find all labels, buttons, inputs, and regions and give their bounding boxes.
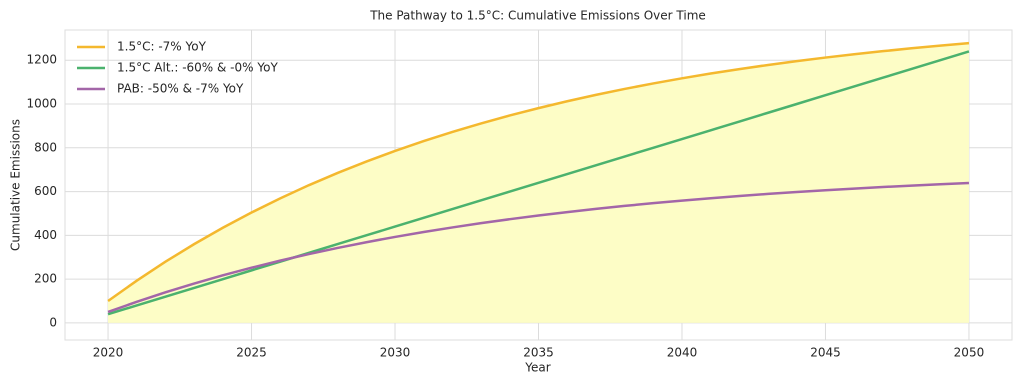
legend-label: PAB: -50% & -7% YoY (117, 82, 244, 96)
y-tick-label: 200 (34, 272, 57, 286)
y-tick-label: 400 (34, 228, 57, 242)
x-tick-label: 2050 (954, 346, 985, 360)
chart-title: The Pathway to 1.5°C: Cumulative Emissio… (369, 9, 706, 23)
series-line (107, 181, 970, 314)
y-tick-label: 1000 (26, 96, 57, 110)
series-line (107, 50, 970, 316)
y-tick-label: 0 (49, 315, 57, 329)
x-tick-label: 2030 (380, 346, 411, 360)
x-tick-label: 2035 (523, 346, 554, 360)
y-axis-label: Cumulative Emissions (9, 119, 23, 251)
x-tick-label: 2040 (667, 346, 698, 360)
legend-label: 1.5°C: -7% YoY (117, 40, 207, 54)
x-tick-label: 2020 (93, 346, 124, 360)
y-tick-label: 800 (34, 140, 57, 154)
series-line (107, 41, 970, 303)
x-tick-label: 2025 (236, 346, 267, 360)
legend-label: 1.5°C Alt.: -60% & -0% YoY (117, 61, 278, 75)
x-axis-label: Year (524, 361, 550, 375)
x-tick-label: 2045 (810, 346, 841, 360)
y-tick-label: 600 (34, 184, 57, 198)
y-tick-label: 1200 (26, 53, 57, 67)
